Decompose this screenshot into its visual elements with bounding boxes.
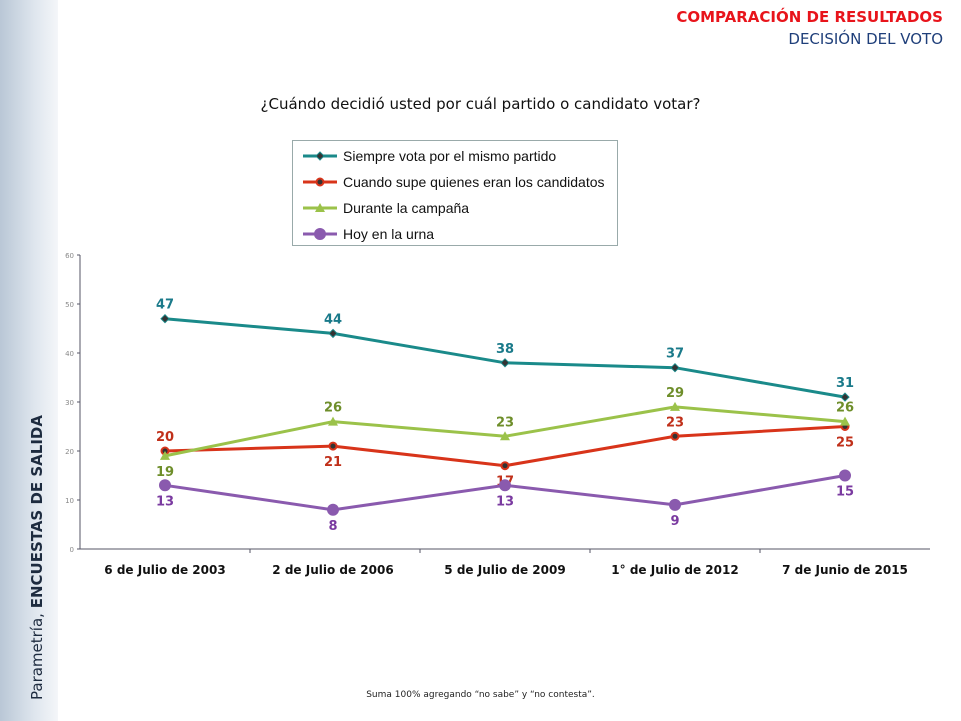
data-label: 26	[324, 401, 342, 416]
legend: Siempre vota por el mismo partido Cuando …	[292, 140, 618, 246]
data-label: 21	[324, 455, 342, 470]
data-point	[500, 431, 510, 441]
header-title: COMPARACIÓN DE RESULTADOS	[676, 8, 943, 26]
data-label: 26	[836, 401, 854, 416]
data-point	[670, 431, 680, 441]
legend-item: Durante la campaña	[303, 195, 605, 221]
data-point	[669, 498, 681, 511]
y-tick-label: 20	[65, 448, 74, 456]
legend-item: Siempre vota por el mismo partido	[303, 143, 605, 169]
data-label: 31	[836, 376, 854, 391]
x-tick-label: 6 de Julio de 2003	[104, 563, 225, 577]
data-label: 44	[324, 312, 342, 327]
legend-label: Hoy en la urna	[343, 226, 435, 242]
legend-label: Siempre vota por el mismo partido	[343, 148, 557, 164]
data-point	[314, 228, 326, 240]
data-label: 15	[836, 485, 854, 500]
series-3: 13 8 13 9 15	[156, 469, 854, 534]
data-label: 9	[670, 514, 679, 529]
y-tick-label: 50	[65, 301, 74, 309]
data-label: 13	[156, 494, 174, 509]
legend-swatch	[303, 203, 337, 212]
data-point	[160, 313, 170, 324]
data-point	[315, 177, 325, 187]
data-point	[499, 479, 511, 492]
chart-title: ¿Cuándo decidió usted por cuál partido o…	[260, 95, 701, 113]
footnote: Suma 100% agregando “no sabe” y “no cont…	[366, 690, 595, 700]
series-2: 19 26 23 29 26	[156, 386, 854, 480]
data-point	[327, 503, 339, 516]
y-tick-label: 60	[65, 252, 74, 260]
data-label: 23	[666, 415, 684, 430]
y-tick-label: 10	[65, 497, 74, 505]
data-point	[500, 358, 510, 368]
y-tick-label: 40	[65, 350, 74, 358]
y-tick-label: 0	[70, 546, 74, 554]
series-0: 47 44 38 37 31	[156, 298, 854, 402]
data-point	[315, 151, 325, 161]
legend-swatch	[303, 151, 337, 161]
data-label: 29	[666, 386, 684, 401]
data-label: 20	[156, 430, 174, 445]
data-point	[328, 328, 338, 339]
x-tick-label: 5 de Julio de 2009	[444, 563, 565, 577]
x-tick-label: 2 de Julio de 2006	[272, 563, 393, 577]
series-line	[164, 317, 846, 399]
legend-swatch	[303, 177, 337, 187]
y-tick-label: 30	[65, 399, 74, 407]
series-1: 2021172325	[156, 415, 854, 489]
data-label: 19	[156, 465, 174, 480]
data-label: 47	[156, 298, 174, 313]
data-point	[840, 416, 850, 426]
legend-swatch	[303, 228, 337, 240]
header-subtitle: DECISIÓN DEL VOTO	[788, 30, 943, 48]
data-point	[315, 203, 325, 212]
data-label: 25	[836, 436, 854, 451]
decorative-strip	[0, 0, 58, 721]
x-tick-label: 1° de Julio de 2012	[611, 563, 738, 577]
data-point	[160, 450, 170, 460]
data-point	[670, 362, 680, 373]
legend-item: Cuando supe quienes eran los candidatos	[303, 169, 605, 195]
data-label: 37	[666, 347, 684, 362]
data-label: 13	[496, 494, 514, 509]
x-tick-label: 7 de Junio de 2015	[782, 563, 908, 577]
data-label: 38	[496, 342, 514, 357]
data-point	[670, 401, 680, 411]
legend-label: Durante la campaña	[343, 200, 470, 216]
data-point	[328, 441, 338, 451]
legend-item: Hoy en la urna	[303, 221, 605, 247]
data-point	[159, 479, 171, 492]
data-point	[839, 469, 851, 482]
data-point	[500, 461, 510, 471]
legend-label: Cuando supe quienes eran los candidatos	[343, 174, 605, 190]
data-label: 23	[496, 415, 514, 430]
data-point	[328, 416, 338, 426]
data-point	[840, 392, 850, 402]
data-label: 8	[328, 519, 337, 534]
